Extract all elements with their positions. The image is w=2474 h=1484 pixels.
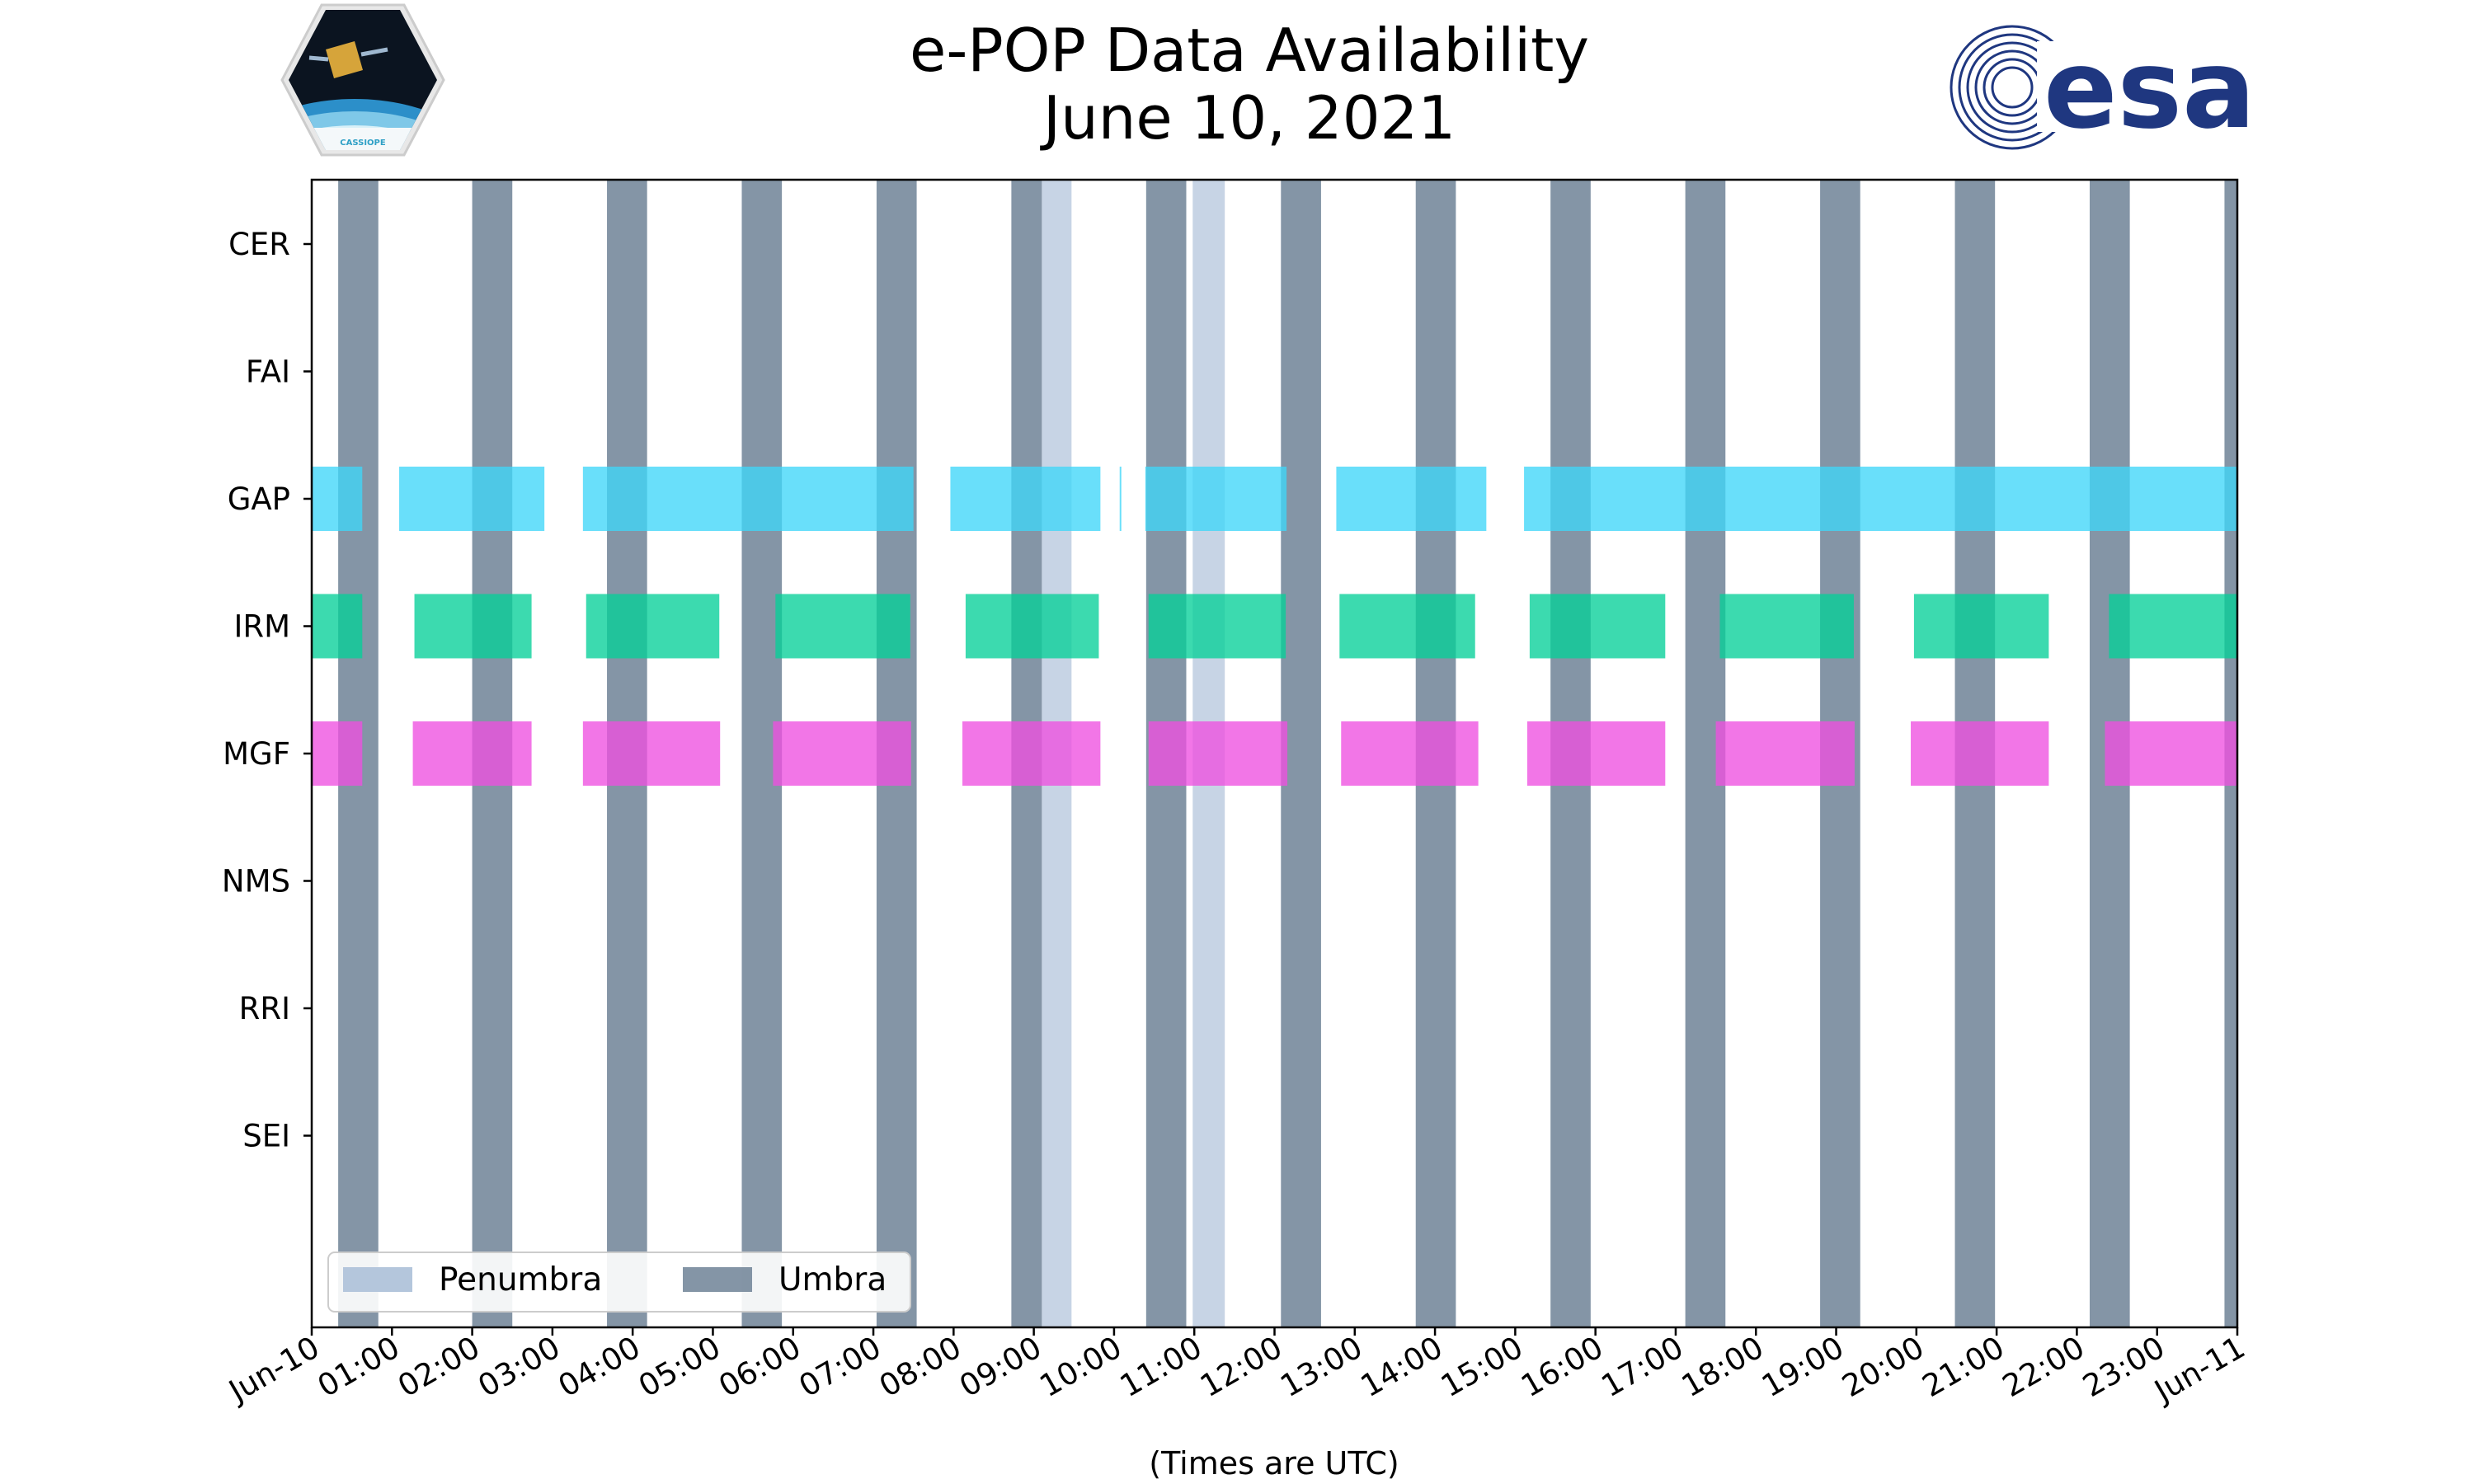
- x-tick-label: 15:00: [1435, 1330, 1529, 1405]
- x-tick-label: 18:00: [1676, 1330, 1770, 1405]
- availability-bar-irm: [1913, 594, 2049, 659]
- availability-bar-irm: [414, 594, 532, 659]
- esa-logo: esa: [1950, 25, 2255, 153]
- availability-bar-mgf: [962, 721, 1101, 786]
- availability-bar-irm: [1529, 594, 1666, 659]
- y-tick-label: RRI: [239, 991, 290, 1026]
- umbra-band: [1281, 180, 1321, 1327]
- y-tick-label: IRM: [233, 609, 290, 645]
- x-axis-label: (Times are UTC): [1149, 1445, 1399, 1482]
- legend-umbra-label: Umbra: [778, 1261, 887, 1298]
- availability-bar-mgf: [773, 721, 911, 786]
- availability-bar-gap: [1119, 467, 1122, 531]
- availability-bar-gap: [1145, 467, 1287, 531]
- y-tick-label: NMS: [222, 864, 290, 899]
- availability-bar-irm: [586, 594, 720, 659]
- legend: Penumbra Umbra: [327, 1252, 911, 1313]
- availability-bar-mgf: [1341, 721, 1479, 786]
- chart-title: e-POP Data Availability: [910, 16, 1589, 85]
- legend-penumbra-label: Penumbra: [439, 1261, 602, 1298]
- legend-box: [327, 1252, 911, 1313]
- availability-bar-gap: [1524, 467, 2237, 531]
- x-tick-label: 10:00: [1034, 1330, 1128, 1405]
- x-tick-label: 11:00: [1114, 1330, 1208, 1405]
- y-axis: CER FAI GAP IRM MGF NMS RRI SEI: [222, 227, 312, 1154]
- availability-bar-irm: [965, 594, 1099, 659]
- x-tick-label: 17:00: [1596, 1330, 1690, 1405]
- x-tick-label: 06:00: [713, 1330, 807, 1405]
- availability-bars: [312, 467, 2237, 786]
- x-tick-label: 14:00: [1355, 1330, 1449, 1405]
- y-tick-label: FAI: [246, 355, 290, 390]
- availability-bar-gap: [312, 467, 363, 531]
- legend-umbra-swatch: [683, 1267, 752, 1292]
- x-tick-label: 21:00: [1917, 1330, 2011, 1405]
- availability-bar-irm: [2109, 594, 2237, 659]
- availability-bar-mgf: [1911, 721, 2049, 786]
- y-tick-label: SEI: [242, 1119, 290, 1154]
- y-tick-label: CER: [228, 227, 290, 262]
- esa-logo-text: esa: [2044, 26, 2255, 153]
- availability-bar-irm: [775, 594, 910, 659]
- x-tick-label: 05:00: [633, 1330, 727, 1405]
- availability-bar-mgf: [582, 721, 721, 786]
- x-tick-label: 12:00: [1194, 1330, 1288, 1405]
- availability-bar-mgf: [1715, 721, 1855, 786]
- availability-bar-gap: [1336, 467, 1487, 531]
- x-tick-label: Jun-10: [222, 1330, 326, 1410]
- x-tick-label: 19:00: [1756, 1330, 1850, 1405]
- x-tick-label: 20:00: [1836, 1330, 1930, 1405]
- x-tick-label: 07:00: [793, 1330, 887, 1405]
- cassiope-patch-text: CASSIOPE: [340, 139, 386, 148]
- x-axis: Jun-1001:0002:0003:0004:0005:0006:0007:0…: [222, 1327, 2251, 1410]
- legend-penumbra-swatch: [343, 1267, 412, 1292]
- availability-bar-gap: [582, 467, 914, 531]
- availability-bar-mgf: [312, 721, 363, 786]
- availability-bar-mgf: [412, 721, 532, 786]
- x-tick-label: 01:00: [312, 1330, 406, 1405]
- availability-bar-gap: [399, 467, 545, 531]
- availability-bar-irm: [1719, 594, 1854, 659]
- availability-bar-irm: [1339, 594, 1475, 659]
- x-tick-label: 16:00: [1515, 1330, 1609, 1405]
- x-tick-label: 13:00: [1274, 1330, 1368, 1405]
- y-tick-label: MGF: [223, 736, 290, 772]
- x-tick-label: 22:00: [1997, 1330, 2091, 1405]
- availability-bar-irm: [312, 594, 363, 659]
- x-tick-label: 02:00: [392, 1330, 486, 1405]
- availability-bar-gap: [950, 467, 1101, 531]
- availability-bar-mgf: [2105, 721, 2237, 786]
- x-tick-label: Jun-11: [2147, 1330, 2251, 1410]
- availability-bar-mgf: [1526, 721, 1666, 786]
- x-tick-label: 03:00: [473, 1330, 567, 1405]
- availability-bar-mgf: [1148, 721, 1288, 786]
- availability-bar-irm: [1148, 594, 1286, 659]
- x-tick-label: 08:00: [873, 1330, 967, 1405]
- chart-subtitle: June 10, 2021: [1040, 83, 1456, 153]
- y-tick-label: GAP: [228, 481, 290, 517]
- x-tick-label: 04:00: [553, 1330, 647, 1405]
- x-tick-label: 09:00: [953, 1330, 1047, 1405]
